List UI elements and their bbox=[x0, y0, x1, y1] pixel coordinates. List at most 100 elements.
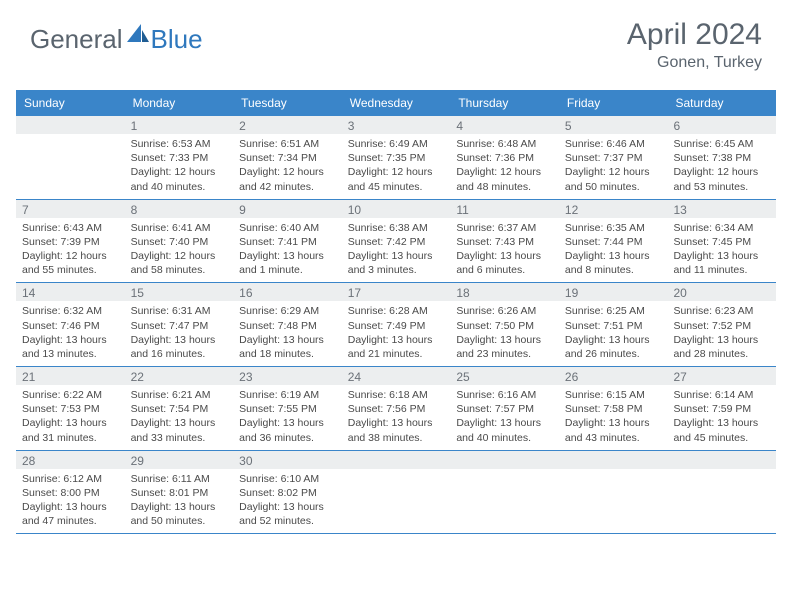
sunset-text: Sunset: 7:50 PM bbox=[456, 319, 553, 333]
day-cell: 24Sunrise: 6:18 AMSunset: 7:56 PMDayligh… bbox=[342, 367, 451, 450]
day-cell: 28Sunrise: 6:12 AMSunset: 8:00 PMDayligh… bbox=[16, 451, 125, 534]
day-number: 27 bbox=[667, 367, 776, 385]
day-cell: 20Sunrise: 6:23 AMSunset: 7:52 PMDayligh… bbox=[667, 283, 776, 366]
weeks-container: 1Sunrise: 6:53 AMSunset: 7:33 PMDaylight… bbox=[16, 116, 776, 534]
day-body: Sunrise: 6:12 AMSunset: 8:00 PMDaylight:… bbox=[16, 469, 125, 534]
day-cell: 27Sunrise: 6:14 AMSunset: 7:59 PMDayligh… bbox=[667, 367, 776, 450]
day-number: 30 bbox=[233, 451, 342, 469]
day-cell bbox=[342, 451, 451, 534]
day-number: 24 bbox=[342, 367, 451, 385]
sunset-text: Sunset: 7:56 PM bbox=[348, 402, 445, 416]
day-cell: 3Sunrise: 6:49 AMSunset: 7:35 PMDaylight… bbox=[342, 116, 451, 199]
daylight-text: Daylight: 12 hours and 53 minutes. bbox=[673, 165, 770, 193]
sunrise-text: Sunrise: 6:26 AM bbox=[456, 304, 553, 318]
sunset-text: Sunset: 7:43 PM bbox=[456, 235, 553, 249]
day-number: 20 bbox=[667, 283, 776, 301]
daylight-text: Daylight: 12 hours and 50 minutes. bbox=[565, 165, 662, 193]
sunrise-text: Sunrise: 6:49 AM bbox=[348, 137, 445, 151]
sunrise-text: Sunrise: 6:48 AM bbox=[456, 137, 553, 151]
sunrise-text: Sunrise: 6:29 AM bbox=[239, 304, 336, 318]
day-body: Sunrise: 6:19 AMSunset: 7:55 PMDaylight:… bbox=[233, 385, 342, 450]
weekday-sat: Saturday bbox=[667, 90, 776, 116]
day-body: Sunrise: 6:45 AMSunset: 7:38 PMDaylight:… bbox=[667, 134, 776, 199]
day-cell: 23Sunrise: 6:19 AMSunset: 7:55 PMDayligh… bbox=[233, 367, 342, 450]
day-body: Sunrise: 6:15 AMSunset: 7:58 PMDaylight:… bbox=[559, 385, 668, 450]
daylight-text: Daylight: 13 hours and 11 minutes. bbox=[673, 249, 770, 277]
day-number: 15 bbox=[125, 283, 234, 301]
day-cell: 22Sunrise: 6:21 AMSunset: 7:54 PMDayligh… bbox=[125, 367, 234, 450]
sunset-text: Sunset: 8:02 PM bbox=[239, 486, 336, 500]
daylight-text: Daylight: 13 hours and 40 minutes. bbox=[456, 416, 553, 444]
sunset-text: Sunset: 7:51 PM bbox=[565, 319, 662, 333]
daylight-text: Daylight: 12 hours and 45 minutes. bbox=[348, 165, 445, 193]
daylight-text: Daylight: 13 hours and 52 minutes. bbox=[239, 500, 336, 528]
daylight-text: Daylight: 12 hours and 42 minutes. bbox=[239, 165, 336, 193]
day-cell: 18Sunrise: 6:26 AMSunset: 7:50 PMDayligh… bbox=[450, 283, 559, 366]
day-body: Sunrise: 6:26 AMSunset: 7:50 PMDaylight:… bbox=[450, 301, 559, 366]
day-number: 28 bbox=[16, 451, 125, 469]
day-cell: 6Sunrise: 6:45 AMSunset: 7:38 PMDaylight… bbox=[667, 116, 776, 199]
day-number: 16 bbox=[233, 283, 342, 301]
sunrise-text: Sunrise: 6:28 AM bbox=[348, 304, 445, 318]
day-number: 6 bbox=[667, 116, 776, 134]
weekday-mon: Monday bbox=[125, 90, 234, 116]
day-number: 18 bbox=[450, 283, 559, 301]
day-number: 11 bbox=[450, 200, 559, 218]
day-number: 12 bbox=[559, 200, 668, 218]
logo: General Blue bbox=[30, 18, 203, 61]
day-number bbox=[667, 451, 776, 469]
sunrise-text: Sunrise: 6:23 AM bbox=[673, 304, 770, 318]
sunrise-text: Sunrise: 6:34 AM bbox=[673, 221, 770, 235]
daylight-text: Daylight: 13 hours and 23 minutes. bbox=[456, 333, 553, 361]
daylight-text: Daylight: 12 hours and 48 minutes. bbox=[456, 165, 553, 193]
day-cell: 2Sunrise: 6:51 AMSunset: 7:34 PMDaylight… bbox=[233, 116, 342, 199]
sunset-text: Sunset: 7:41 PM bbox=[239, 235, 336, 249]
day-body: Sunrise: 6:51 AMSunset: 7:34 PMDaylight:… bbox=[233, 134, 342, 199]
sunset-text: Sunset: 7:42 PM bbox=[348, 235, 445, 249]
daylight-text: Daylight: 13 hours and 38 minutes. bbox=[348, 416, 445, 444]
logo-text-1: General bbox=[30, 24, 123, 55]
page-title: April 2024 bbox=[627, 18, 762, 52]
week-row: 1Sunrise: 6:53 AMSunset: 7:33 PMDaylight… bbox=[16, 116, 776, 200]
sunset-text: Sunset: 7:49 PM bbox=[348, 319, 445, 333]
sunset-text: Sunset: 7:52 PM bbox=[673, 319, 770, 333]
day-number bbox=[559, 451, 668, 469]
daylight-text: Daylight: 13 hours and 8 minutes. bbox=[565, 249, 662, 277]
sunset-text: Sunset: 7:58 PM bbox=[565, 402, 662, 416]
sunrise-text: Sunrise: 6:45 AM bbox=[673, 137, 770, 151]
day-cell: 26Sunrise: 6:15 AMSunset: 7:58 PMDayligh… bbox=[559, 367, 668, 450]
day-body: Sunrise: 6:43 AMSunset: 7:39 PMDaylight:… bbox=[16, 218, 125, 283]
sunset-text: Sunset: 7:55 PM bbox=[239, 402, 336, 416]
weekday-wed: Wednesday bbox=[342, 90, 451, 116]
sunset-text: Sunset: 7:47 PM bbox=[131, 319, 228, 333]
week-row: 14Sunrise: 6:32 AMSunset: 7:46 PMDayligh… bbox=[16, 283, 776, 367]
day-cell: 8Sunrise: 6:41 AMSunset: 7:40 PMDaylight… bbox=[125, 200, 234, 283]
sunset-text: Sunset: 7:44 PM bbox=[565, 235, 662, 249]
sunrise-text: Sunrise: 6:14 AM bbox=[673, 388, 770, 402]
day-number: 3 bbox=[342, 116, 451, 134]
daylight-text: Daylight: 13 hours and 50 minutes. bbox=[131, 500, 228, 528]
daylight-text: Daylight: 13 hours and 18 minutes. bbox=[239, 333, 336, 361]
day-number: 10 bbox=[342, 200, 451, 218]
day-body: Sunrise: 6:28 AMSunset: 7:49 PMDaylight:… bbox=[342, 301, 451, 366]
sunset-text: Sunset: 7:36 PM bbox=[456, 151, 553, 165]
sunrise-text: Sunrise: 6:38 AM bbox=[348, 221, 445, 235]
sunrise-text: Sunrise: 6:37 AM bbox=[456, 221, 553, 235]
day-number: 4 bbox=[450, 116, 559, 134]
day-number: 13 bbox=[667, 200, 776, 218]
sunset-text: Sunset: 7:34 PM bbox=[239, 151, 336, 165]
day-cell: 1Sunrise: 6:53 AMSunset: 7:33 PMDaylight… bbox=[125, 116, 234, 199]
day-cell: 19Sunrise: 6:25 AMSunset: 7:51 PMDayligh… bbox=[559, 283, 668, 366]
sunrise-text: Sunrise: 6:19 AM bbox=[239, 388, 336, 402]
day-body: Sunrise: 6:48 AMSunset: 7:36 PMDaylight:… bbox=[450, 134, 559, 199]
sunrise-text: Sunrise: 6:25 AM bbox=[565, 304, 662, 318]
sunrise-text: Sunrise: 6:21 AM bbox=[131, 388, 228, 402]
daylight-text: Daylight: 13 hours and 45 minutes. bbox=[673, 416, 770, 444]
daylight-text: Daylight: 13 hours and 47 minutes. bbox=[22, 500, 119, 528]
day-cell bbox=[667, 451, 776, 534]
sunrise-text: Sunrise: 6:10 AM bbox=[239, 472, 336, 486]
day-body: Sunrise: 6:21 AMSunset: 7:54 PMDaylight:… bbox=[125, 385, 234, 450]
weekday-header: Sunday Monday Tuesday Wednesday Thursday… bbox=[16, 90, 776, 116]
day-body: Sunrise: 6:22 AMSunset: 7:53 PMDaylight:… bbox=[16, 385, 125, 450]
daylight-text: Daylight: 13 hours and 21 minutes. bbox=[348, 333, 445, 361]
